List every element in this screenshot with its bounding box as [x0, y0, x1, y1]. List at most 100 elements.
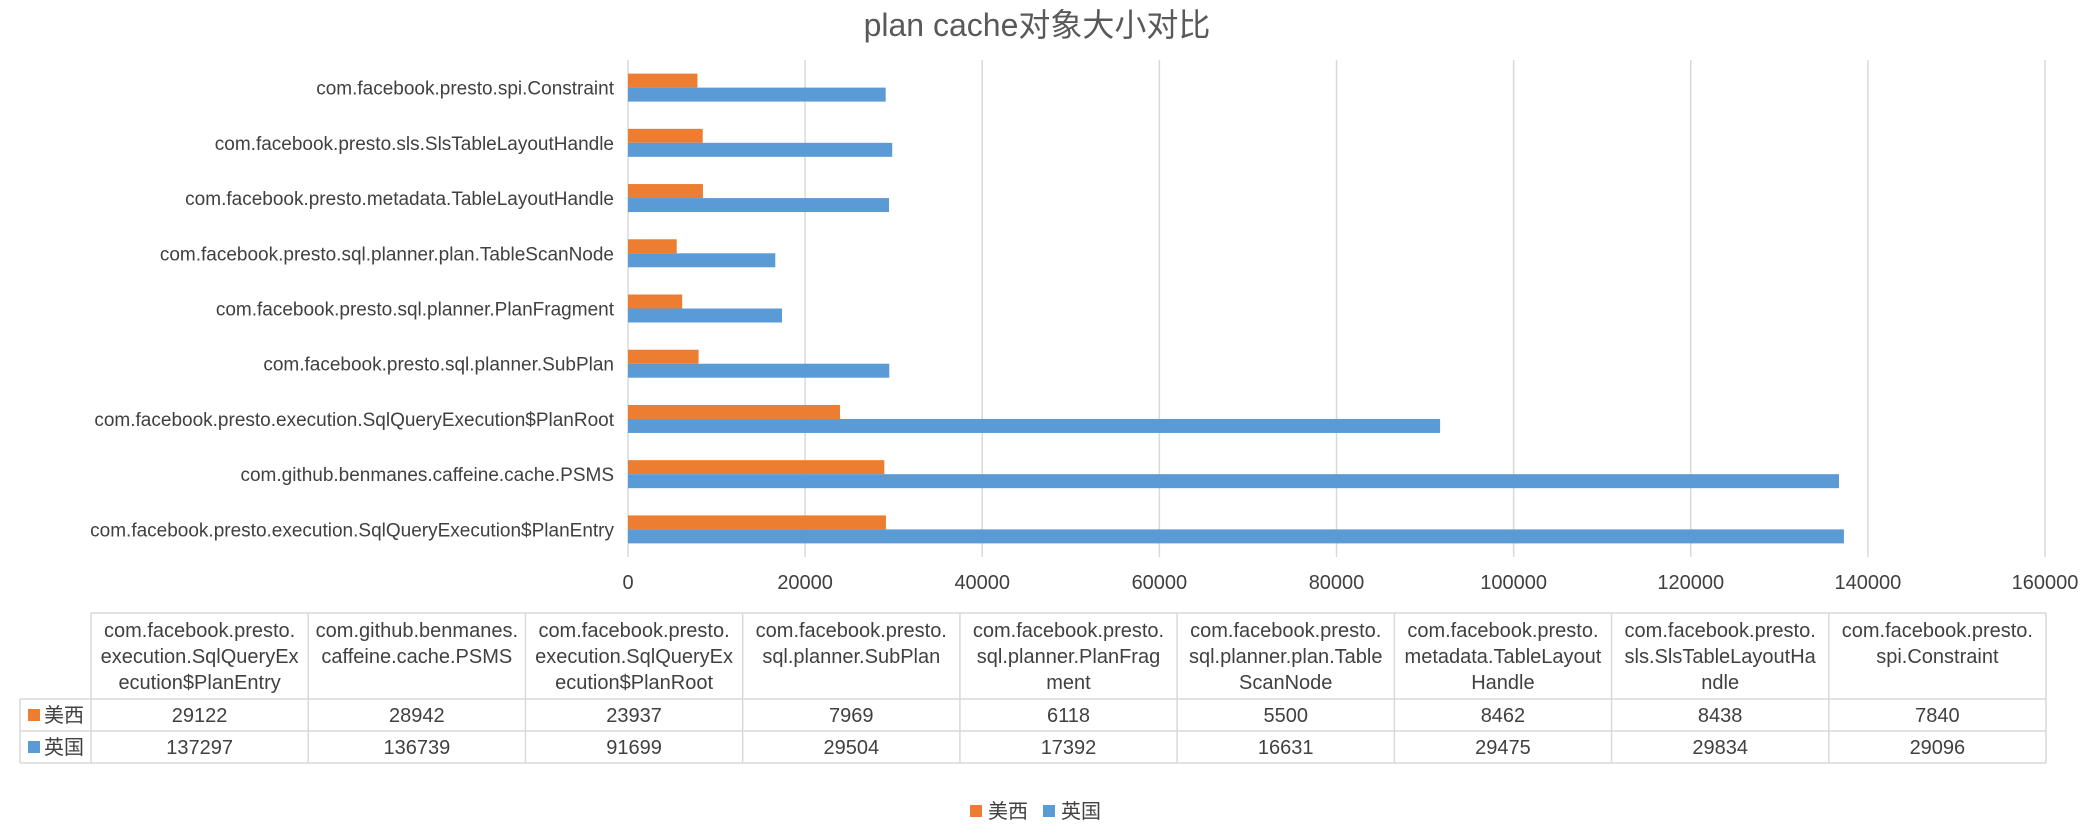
bar-英国 — [628, 529, 1844, 544]
category-labels: com.facebook.presto.execution.SqlQueryEx… — [90, 79, 615, 542]
table-header-line: metadata.TableLayout — [1405, 646, 1602, 668]
category-label: com.facebook.presto.sql.planner.PlanFrag… — [216, 300, 615, 321]
bar-美西 — [628, 73, 698, 88]
table-header-line: sls.SlsTableLayoutHa — [1625, 646, 1817, 668]
table-header-cell: com.facebook.presto. sql.planner.SubPlan — [756, 620, 947, 668]
table-header-line: ScanNode — [1239, 672, 1332, 694]
data-table: com.facebook.presto. execution.SqlQueryEx… — [19, 612, 2047, 764]
bar-英国 — [628, 308, 783, 323]
x-tick-label: 40000 — [954, 572, 1010, 594]
table-header-line: caffeine.cache.PSMS — [321, 646, 512, 668]
table-header-cell: com.facebook.presto. metadata.TableLayout… — [1405, 620, 1602, 694]
bar-英国 — [628, 87, 886, 102]
table-value-cell: 16631 — [1258, 737, 1314, 759]
table-header-line: com.facebook.presto. — [104, 620, 295, 642]
table-header-cell: com.facebook.presto. sls.SlsTableLayoutHa… — [1625, 620, 1817, 694]
table-header-line: Handle — [1471, 672, 1534, 694]
table-header-line: sql.planner.plan.Table — [1189, 646, 1382, 668]
table-header-cell: com.github.benmanes. caffeine.cache.PSMS — [316, 620, 518, 668]
table-value-cell: 29122 — [172, 705, 228, 727]
table-value-cell: 29475 — [1475, 737, 1531, 759]
bar-美西 — [628, 184, 703, 199]
table-value-cell: 91699 — [606, 737, 662, 759]
legend-label: 美西 — [988, 799, 1028, 823]
category-label: com.facebook.presto.spi.Constraint — [316, 79, 615, 100]
bar-英国 — [628, 142, 893, 157]
table-header-line: com.facebook.presto. — [973, 620, 1164, 642]
bar-美西 — [628, 349, 699, 364]
x-tick-label: 20000 — [777, 572, 833, 594]
legend-label: 英国 — [1061, 799, 1101, 823]
category-label: com.facebook.presto.execution.SqlQueryEx… — [90, 520, 614, 541]
x-tick-label: 160000 — [2012, 572, 2079, 594]
table-value-cell: 17392 — [1041, 737, 1097, 759]
table-value-cell: 136739 — [383, 737, 450, 759]
bars — [628, 73, 1844, 544]
table-header-line: ndle — [1701, 672, 1739, 694]
x-tick-label: 80000 — [1309, 572, 1365, 594]
table-value-cell: 8438 — [1698, 705, 1743, 727]
table-header-cell: com.facebook.presto. sql.planner.plan.Tab… — [1189, 620, 1382, 694]
table-value-cell: 5500 — [1263, 705, 1308, 727]
table-value-cell: 29504 — [823, 737, 879, 759]
table-header-line: com.facebook.presto. — [1842, 620, 2033, 642]
table-header-line: ecution$PlanEntry — [118, 672, 280, 694]
table-header-cell: com.facebook.presto. sql.planner.PlanFrag… — [973, 620, 1164, 694]
bar-美西 — [628, 515, 886, 530]
bar-英国 — [628, 253, 776, 268]
bar-英国 — [628, 418, 1441, 433]
table-value-cell: 29096 — [1910, 737, 1966, 759]
table-header-cell: com.facebook.presto. execution.SqlQueryEx… — [535, 620, 733, 694]
category-label: com.github.benmanes.caffeine.cache.PSMS — [240, 465, 614, 486]
bar-美西 — [628, 460, 885, 475]
table-legend-key — [28, 709, 40, 721]
category-label: com.facebook.presto.sql.planner.SubPlan — [263, 355, 614, 376]
table-header-line: com.facebook.presto. — [756, 620, 947, 642]
x-tick-label: 140000 — [1835, 572, 1902, 594]
table-header-line: ment — [1046, 672, 1091, 694]
category-label: com.facebook.presto.sls.SlsTableLayoutHa… — [215, 134, 614, 155]
table-value-cell: 23937 — [606, 705, 662, 727]
legend: 美西 英国 — [970, 799, 1101, 823]
category-label: com.facebook.presto.metadata.TableLayout… — [185, 189, 614, 210]
table-value-cell: 8462 — [1481, 705, 1526, 727]
table-header-cell: com.facebook.presto. execution.SqlQueryEx… — [101, 620, 299, 694]
chart-title: plan cache对象大小对比 — [864, 7, 1211, 43]
table-series-label: 美西 — [44, 703, 84, 727]
table-header-line: com.github.benmanes. — [316, 620, 518, 642]
table-header-cell: com.facebook.presto. spi.Constraint — [1842, 620, 2033, 668]
x-tick-label: 120000 — [1657, 572, 1724, 594]
table-value-cell: 137297 — [166, 737, 233, 759]
table-header-line: sql.planner.PlanFrag — [977, 646, 1160, 668]
bar-美西 — [628, 239, 677, 254]
bar-英国 — [628, 474, 1839, 489]
x-tick-label: 100000 — [1480, 572, 1547, 594]
table-header-line: ecution$PlanRoot — [555, 672, 713, 694]
table-header-line: spi.Constraint — [1876, 646, 1999, 668]
table-header-line: com.facebook.presto. — [1190, 620, 1381, 642]
legend-key-美西 — [970, 805, 982, 817]
table-legend-key — [28, 741, 40, 753]
x-tick-label: 0 — [622, 572, 633, 594]
bar-美西 — [628, 294, 683, 309]
bar-英国 — [628, 198, 890, 213]
table-value-cell: 28942 — [389, 705, 445, 727]
table-header-line: execution.SqlQueryEx — [101, 646, 299, 668]
bar-美西 — [628, 128, 703, 143]
legend-key-英国 — [1043, 805, 1055, 817]
table-header-line: com.facebook.presto. — [1625, 620, 1816, 642]
table-header-line: execution.SqlQueryEx — [535, 646, 733, 668]
bar-英国 — [628, 363, 890, 378]
bar-美西 — [628, 404, 840, 419]
table-value-cell: 29834 — [1692, 737, 1748, 759]
table-value-cell: 6118 — [1047, 705, 1090, 727]
category-label: com.facebook.presto.sql.planner.plan.Tab… — [160, 244, 614, 265]
x-tick-label: 60000 — [1132, 572, 1188, 594]
table-header-line: com.facebook.presto. — [1407, 620, 1598, 642]
table-value-cell: 7969 — [829, 705, 874, 727]
table-value-cell: 7840 — [1915, 705, 1960, 727]
table-series-label: 英国 — [44, 735, 84, 759]
table-header-line: com.facebook.presto. — [538, 620, 729, 642]
